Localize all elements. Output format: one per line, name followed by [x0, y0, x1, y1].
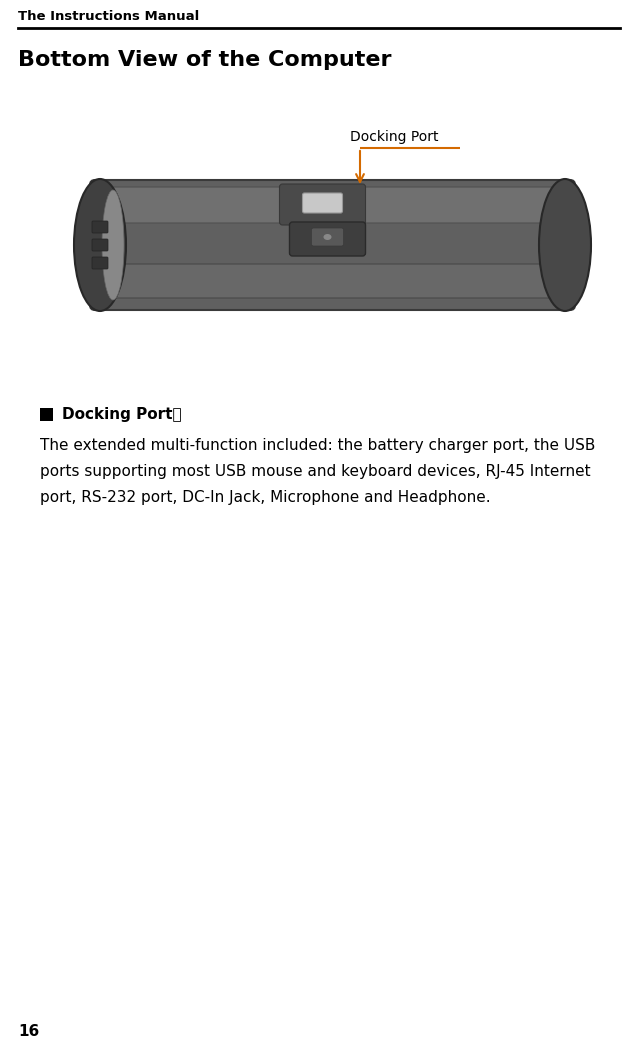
- Text: port, RS-232 port, DC-In Jack, Microphone and Headphone.: port, RS-232 port, DC-In Jack, Microphon…: [40, 490, 491, 505]
- Text: Docking Port: Docking Port: [350, 130, 438, 144]
- Ellipse shape: [102, 190, 124, 300]
- Text: ports supporting most USB mouse and keyboard devices, RJ-45 Internet: ports supporting most USB mouse and keyb…: [40, 464, 591, 479]
- FancyBboxPatch shape: [290, 222, 366, 256]
- FancyBboxPatch shape: [92, 221, 108, 233]
- FancyBboxPatch shape: [92, 239, 108, 251]
- Ellipse shape: [323, 234, 332, 240]
- Text: Docking Port：: Docking Port：: [62, 408, 182, 423]
- FancyBboxPatch shape: [92, 257, 108, 269]
- FancyBboxPatch shape: [302, 193, 343, 213]
- FancyBboxPatch shape: [279, 184, 366, 225]
- Text: Bottom View of the Computer: Bottom View of the Computer: [18, 50, 392, 70]
- Text: The Instructions Manual: The Instructions Manual: [18, 9, 199, 23]
- FancyBboxPatch shape: [311, 228, 343, 246]
- Bar: [40, 408, 53, 421]
- FancyBboxPatch shape: [104, 264, 561, 298]
- Ellipse shape: [74, 179, 126, 311]
- FancyBboxPatch shape: [90, 180, 575, 310]
- Text: 16: 16: [18, 1024, 40, 1039]
- Text: The extended multi-function included: the battery charger port, the USB: The extended multi-function included: th…: [40, 438, 595, 453]
- FancyBboxPatch shape: [104, 187, 561, 223]
- Ellipse shape: [539, 179, 591, 311]
